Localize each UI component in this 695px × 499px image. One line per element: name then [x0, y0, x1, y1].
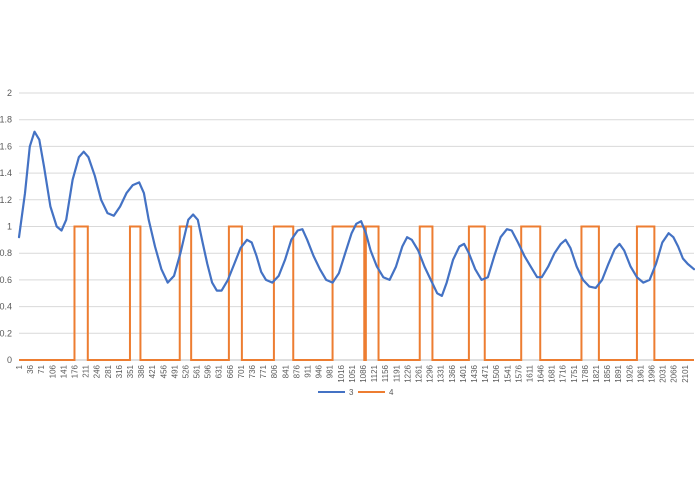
x-tick-label: 141: [59, 364, 68, 378]
x-tick-label: 36: [26, 364, 35, 373]
x-tick-label: 1331: [437, 364, 446, 382]
x-tick-label: 456: [159, 364, 168, 378]
y-axis-ticks: 0 0.2 0.4 0.6 0.8 1 1.2 1.4 1.6 1.8 2: [0, 88, 12, 365]
series-lines: [17, 130, 695, 361]
legend: 3 4: [318, 388, 394, 397]
x-tick-label: 526: [181, 364, 190, 378]
x-tick-label: 1261: [414, 364, 423, 382]
x-axis-ticks: 1 36 71 106 141 176 211 246 281 316 351 386 421 456 49…: [15, 364, 690, 382]
x-tick-label: 1541: [503, 364, 512, 382]
x-tick-label: 911: [304, 364, 313, 377]
y-tick-label: 0.8: [0, 248, 12, 258]
x-tick-label: 1996: [648, 364, 657, 382]
x-tick-label: 1471: [481, 364, 490, 382]
y-tick-label: 0.2: [0, 328, 12, 338]
x-tick-label: 106: [48, 364, 57, 378]
x-tick-label: 841: [281, 364, 290, 378]
x-tick-label: 806: [270, 364, 279, 378]
x-tick-label: 176: [70, 364, 79, 378]
x-tick-label: 666: [226, 364, 235, 378]
legend-label-series-3: 3: [349, 388, 354, 397]
x-tick-label: 1716: [559, 364, 568, 382]
x-tick-label: 351: [126, 364, 135, 378]
x-tick-label: 1226: [403, 364, 412, 382]
legend-label-series-4: 4: [389, 388, 394, 397]
x-tick-label: 281: [104, 364, 113, 378]
x-tick-label: 561: [193, 364, 202, 378]
x-tick-label: 1401: [459, 364, 468, 382]
x-tick-label: 1051: [348, 364, 357, 382]
x-tick-label: 1191: [392, 364, 401, 382]
y-tick-label: 0.4: [0, 302, 12, 312]
x-tick-label: 491: [170, 364, 179, 378]
y-tick-label: 1.4: [0, 168, 12, 178]
x-tick-label: 1681: [548, 364, 557, 382]
y-tick-label: 2: [7, 88, 12, 98]
x-tick-label: 386: [137, 364, 146, 378]
x-tick-label: 701: [237, 364, 246, 378]
x-tick-label: 1646: [537, 364, 546, 382]
x-tick-label: 1086: [359, 364, 368, 382]
x-tick-label: 2101: [681, 364, 690, 382]
x-tick-label: 1786: [581, 364, 590, 382]
x-tick-label: 246: [93, 364, 102, 378]
x-tick-label: 2031: [659, 364, 668, 382]
y-tick-label: 1.6: [0, 141, 12, 151]
x-tick-label: 1296: [426, 364, 435, 382]
x-tick-label: 1121: [370, 364, 379, 382]
x-tick-label: 1: [15, 364, 24, 369]
x-tick-label: 1366: [448, 364, 457, 382]
x-tick-label: 1961: [636, 364, 645, 382]
y-tick-label: 0.6: [0, 275, 12, 285]
x-tick-label: 946: [315, 364, 324, 378]
x-tick-label: 211: [82, 364, 91, 377]
x-tick-label: 1016: [337, 364, 346, 382]
x-tick-label: 316: [115, 364, 124, 378]
x-tick-label: 876: [292, 364, 301, 378]
x-tick-label: 1821: [592, 364, 601, 382]
x-tick-label: 421: [148, 364, 157, 378]
x-tick-label: 631: [215, 364, 224, 378]
x-tick-label: 1891: [614, 364, 623, 382]
x-tick-label: 596: [204, 364, 213, 378]
y-tick-label: 1.8: [0, 115, 12, 125]
x-tick-label: 71: [37, 364, 46, 373]
x-tick-label: 1506: [492, 364, 501, 382]
x-tick-label: 736: [248, 364, 257, 378]
x-tick-label: 2066: [670, 364, 679, 382]
series-3-line: [17, 130, 695, 297]
x-tick-label: 981: [326, 364, 335, 378]
x-tick-label: 1611: [525, 364, 534, 382]
x-tick-label: 1436: [470, 364, 479, 382]
x-tick-label: 1576: [514, 364, 523, 382]
x-tick-label: 1156: [381, 364, 390, 382]
x-tick-label: 1856: [603, 364, 612, 382]
y-tick-label: 1: [7, 222, 12, 232]
x-tick-label: 1751: [570, 364, 579, 382]
series-4-line: [19, 225, 694, 361]
x-tick-label: 771: [259, 364, 268, 378]
y-tick-label: 1.2: [0, 195, 12, 205]
y-tick-label: 0: [7, 355, 12, 365]
x-tick-label: 1926: [625, 364, 634, 382]
